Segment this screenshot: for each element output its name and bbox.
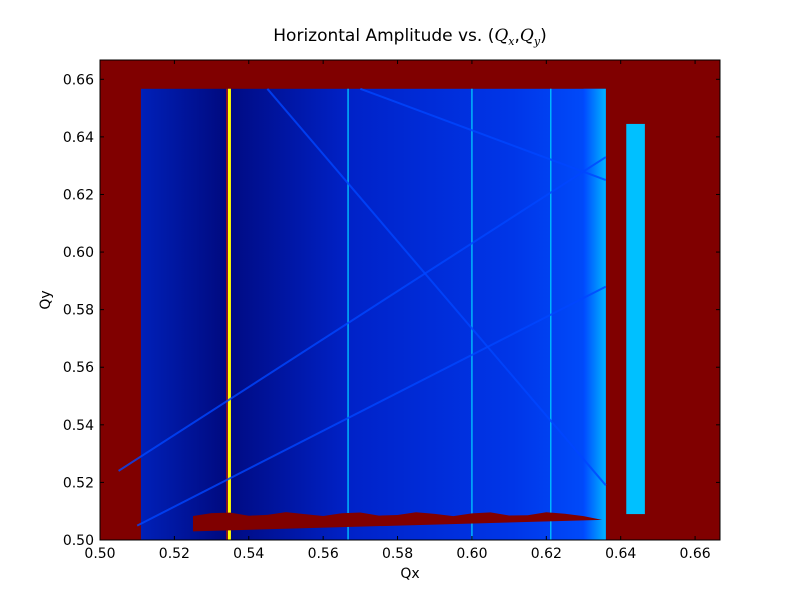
x-axis-label: Qx: [400, 566, 419, 582]
x-tick-label: 0.64: [605, 546, 636, 562]
y-tick-label: 0.64: [63, 130, 94, 146]
scanned-region: [140, 88, 606, 540]
plot-area: [100, 60, 720, 540]
diagonal-resonance-line: [266, 88, 607, 486]
x-tick-label: 0.52: [159, 546, 190, 562]
diagonal-resonance-line: [136, 285, 607, 527]
x-tick-label: 0.58: [382, 546, 413, 562]
x-tick-label: 0.66: [679, 546, 710, 562]
x-axis-ticks: 0.50 0.52 0.54 0.56 0.58 0.60 0.62 0.64 0.66: [84, 60, 711, 562]
x-tick-label: 0.60: [456, 546, 487, 562]
y-tick-label: 0.52: [63, 475, 94, 491]
plot-frame: [99, 59, 721, 541]
y-tick-label: 0.58: [63, 303, 94, 319]
y-tick-label: 0.50: [63, 533, 94, 549]
y-tick-label: 0.66: [63, 72, 94, 88]
x-tick-label: 0.54: [233, 546, 264, 562]
diagonal-resonance-lines: [118, 87, 607, 527]
x-tick-label: 0.62: [531, 546, 562, 562]
y-tick-label: 0.62: [63, 187, 94, 203]
diagonal-resonance-line: [118, 156, 607, 472]
y-axis-label: Qy: [38, 290, 54, 309]
y-tick-label: 0.56: [63, 360, 94, 376]
scanned-region-edge: [583, 88, 606, 540]
second-resonance-band: [626, 123, 645, 515]
chart-title: Horizontal Amplitude vs. (Qx,Qy): [273, 26, 546, 48]
y-tick-label: 0.54: [63, 418, 94, 434]
y-axis-ticks: 0.50 0.52 0.54 0.56 0.58 0.60 0.62 0.64 0.66: [63, 72, 720, 549]
y-tick-label: 0.60: [63, 245, 94, 261]
bottom-unstable-strip: [192, 512, 603, 532]
x-tick-label: 0.50: [84, 546, 115, 562]
x-tick-label: 0.56: [308, 546, 339, 562]
diagonal-resonance-line: [359, 87, 607, 182]
